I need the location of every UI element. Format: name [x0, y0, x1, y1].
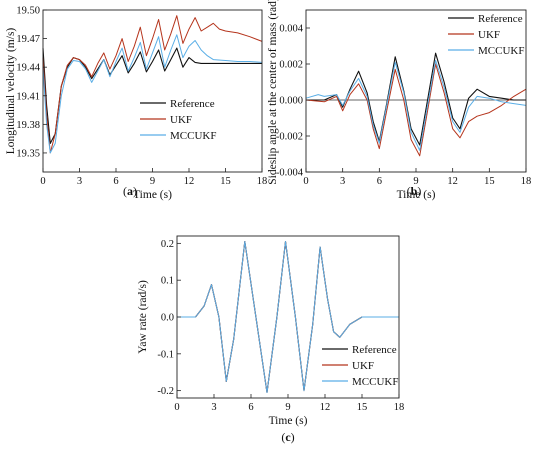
series-line-ukf [305, 63, 527, 157]
panel-label: (b) [407, 184, 422, 198]
y-tick-label: -0.1 [157, 349, 174, 360]
x-tick-label: 3 [211, 402, 216, 413]
panel-label: (c) [281, 430, 294, 444]
y-tick-label: 19.35 [16, 148, 40, 159]
legend-label: MCCUKF [170, 130, 216, 142]
x-axis-label: Time (s) [133, 189, 172, 201]
legend-label: Reference [170, 98, 215, 110]
y-tick-label: -0.004 [276, 168, 304, 179]
y-tick-label: 0.000 [279, 96, 303, 107]
y-tick-label: 0.004 [279, 24, 303, 35]
x-tick-label: 15 [357, 402, 368, 413]
x-tick-label: 15 [484, 176, 495, 187]
x-tick-label: 3 [340, 176, 345, 187]
y-axis-label: Sideslip angle at the center of mass (ra… [267, 0, 279, 185]
legend: Reference UKF MCCUKF [448, 13, 524, 57]
y-tick-label: 0.0 [161, 313, 174, 324]
y-tick-label: 19.44 [16, 63, 40, 74]
x-tick-label: 15 [220, 176, 231, 187]
series-line-reference [42, 47, 262, 144]
y-tick-label: 0.2 [161, 239, 174, 250]
legend-label: Reference [352, 344, 397, 356]
x-tick-label: 18 [521, 176, 532, 187]
y-tick-label: 0.1 [161, 276, 174, 287]
y-tick-label: 19.47 [16, 34, 40, 45]
x-axis-label: Time (s) [269, 415, 308, 427]
y-tick-label: -0.002 [276, 132, 303, 143]
x-tick-label: 6 [248, 402, 253, 413]
y-tick-label: -0.2 [157, 386, 174, 397]
legend-label: UKF [170, 114, 192, 126]
x-tick-label: 0 [174, 402, 179, 413]
x-axis-label: Time (s) [397, 189, 436, 201]
y-axis-label: Longitudinal velocity (m/s) [5, 28, 17, 155]
x-tick-label: 18 [257, 176, 268, 187]
x-tick-label: 6 [377, 176, 382, 187]
x-tick-label: 18 [394, 402, 405, 413]
x-tick-label: 0 [40, 176, 45, 187]
y-axis-label: Yaw rate (rad/s) [137, 280, 149, 354]
x-tick-label: 9 [150, 176, 155, 187]
x-tick-label: 9 [285, 402, 290, 413]
x-tick-label: 12 [320, 402, 331, 413]
chart-panel-a: 0 3 6 9 12 15 18 19.35 19.38 19.41 19.44 19.47 19.50… [5, 6, 267, 202]
x-tick-label: 9 [413, 176, 418, 187]
legend-label: Reference [478, 13, 523, 25]
legend-label: MCCUKF [478, 45, 524, 57]
panel-label: (a) [123, 184, 137, 198]
series-line-ukf [42, 15, 263, 154]
y-tick-label: 0.002 [279, 60, 303, 71]
x-tick-label: 12 [447, 176, 458, 187]
legend-label: MCCUKF [352, 376, 398, 388]
series-line-mccukf [305, 59, 527, 151]
legend: Reference UKF MCCUKF [322, 344, 398, 388]
x-tick-label: 12 [184, 176, 195, 187]
y-tick-label: 19.50 [16, 6, 40, 17]
x-tick-label: 6 [113, 176, 118, 187]
plot-frame [42, 9, 263, 173]
y-tick-label: 19.38 [16, 120, 40, 131]
legend-label: UKF [478, 29, 500, 41]
series-line-mccukf [177, 241, 399, 393]
y-tick-label: 19.41 [16, 91, 40, 102]
legend-label: UKF [352, 360, 374, 372]
series-line-mccukf [42, 34, 263, 154]
x-tick-label: 3 [77, 176, 82, 187]
series-line-reference [306, 52, 526, 146]
chart-panel-c: 0 3 6 9 12 15 18 -0.2 -0.1 0.0 0.1 0.2 Time (s) Yaw r… [137, 235, 405, 444]
legend: Reference UKF MCCUKF [140, 98, 216, 142]
x-tick-label: 0 [303, 176, 308, 187]
chart-panel-b: 0 3 6 9 12 15 18 -0.004 -0.002 0.000 0.002 0.004 Tim… [267, 0, 531, 201]
